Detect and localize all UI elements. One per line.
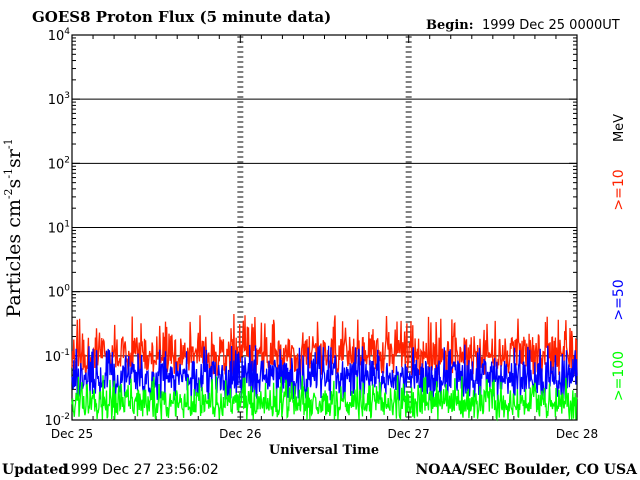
x-axis-label: Universal Time [269, 443, 379, 458]
x-tick-label: Dec 26 [219, 427, 261, 441]
begin-value: 1999 Dec 25 0000UT [482, 18, 620, 33]
y-tick-labels: 10-2 10-1 100 101 102 103 104 [44, 27, 70, 429]
x-tick-label: Dec 28 [556, 427, 598, 441]
y-tick-label: 10-2 [44, 412, 70, 429]
series-line [71, 313, 578, 377]
x-tick-label: Dec 25 [51, 427, 93, 441]
updated-value: 1999 Dec 27 23:56:02 [62, 462, 219, 478]
y-tick-label: 101 [48, 220, 70, 237]
chart-title: GOES8 Proton Flux (5 minute data) [32, 8, 331, 26]
legend-entry: >=10 [611, 169, 627, 210]
begin-label: Begin: [426, 18, 474, 33]
legend-units: MeV [612, 114, 627, 142]
legend-entry: >=100 [611, 351, 627, 401]
legend-entry: >=50 [611, 279, 627, 320]
y-tick-label: 104 [48, 27, 71, 44]
series-line [71, 375, 578, 422]
x-tick-labels: Dec 25 Dec 26 Dec 27 Dec 28 [51, 427, 598, 441]
y-tick-label: 103 [48, 91, 70, 108]
y-tick-label: 100 [48, 284, 71, 301]
x-tick-label: Dec 27 [388, 427, 430, 441]
y-tick-label: 102 [48, 155, 70, 172]
energy-legend: MeV >=10 >=50 >=100 [611, 114, 627, 401]
updated-label: Updated [2, 462, 68, 478]
y-axis-label: Particles cm-2s-1sr-1 [2, 138, 25, 317]
credit-text: NOAA/SEC Boulder, CO USA [416, 462, 639, 478]
y-tick-label: 10-1 [44, 348, 70, 365]
series-layer [71, 313, 578, 422]
